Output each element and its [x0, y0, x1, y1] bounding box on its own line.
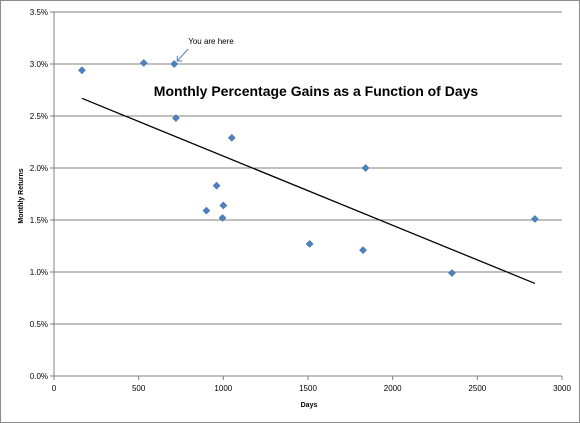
data-point — [305, 239, 314, 248]
annotation-label: You are here — [188, 37, 234, 46]
chart-title: Monthly Percentage Gains as a Function o… — [154, 83, 479, 99]
trendline — [81, 97, 536, 285]
x-tick-label: 1500 — [299, 384, 317, 393]
x-tick-label: 2500 — [468, 384, 486, 393]
y-tick-labels: 0.0% 0.5% 1.0% 1.5% 2.0% 2.5% 3.0% 3.5% — [30, 8, 48, 381]
annotation-arrowhead — [176, 56, 183, 62]
y-tick-label: 3.0% — [30, 60, 48, 69]
data-point — [447, 269, 456, 277]
y-tick-label: 2.0% — [30, 164, 48, 173]
y-tick-label: 0.0% — [30, 372, 48, 381]
data-points — [77, 59, 539, 277]
x-tick-label: 500 — [132, 384, 146, 393]
x-tick-label: 2000 — [384, 384, 402, 393]
x-tick-label: 3000 — [553, 384, 571, 393]
data-point — [530, 215, 539, 223]
data-point — [139, 59, 148, 67]
data-point — [219, 201, 228, 210]
data-point — [202, 206, 211, 215]
data-point — [212, 181, 221, 190]
data-point — [361, 164, 370, 172]
annotation-arrow — [176, 48, 189, 62]
data-point — [170, 60, 179, 68]
x-axis-title: Days — [301, 402, 318, 409]
x-tick-label: 1000 — [214, 384, 232, 393]
y-tick-label: 1.0% — [30, 268, 48, 277]
y-tick-label: 3.5% — [30, 8, 48, 17]
x-tick-labels: 0 500 1000 1500 2000 2500 3000 — [52, 376, 571, 393]
y-tick-label: 1.5% — [30, 216, 48, 225]
data-point — [171, 114, 180, 123]
y-tick-label: 2.5% — [30, 112, 48, 121]
data-point — [359, 246, 367, 255]
y-axis-title: Monthly Returns — [18, 168, 25, 223]
y-tick-label: 0.5% — [30, 320, 48, 329]
x-tick-label: 0 — [52, 384, 57, 393]
data-point — [77, 66, 86, 75]
data-point — [227, 133, 236, 142]
grid-lines — [50, 11, 562, 377]
data-point — [218, 213, 227, 222]
